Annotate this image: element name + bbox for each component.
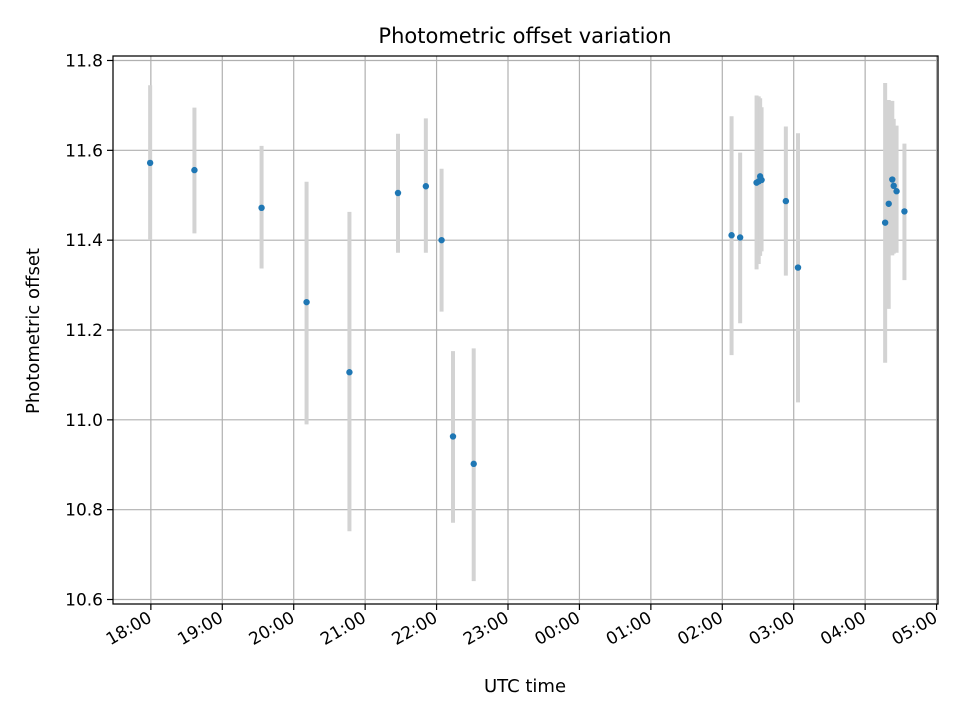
data-point <box>470 460 477 468</box>
data-point <box>394 189 402 197</box>
y-tick-label: 11.6 <box>65 141 103 161</box>
data-point <box>893 188 900 195</box>
data-point <box>191 166 198 174</box>
y-tick-label: 11.4 <box>65 231 103 251</box>
data-point <box>449 433 457 440</box>
data-point <box>303 298 310 306</box>
data-point <box>889 176 896 183</box>
chart-title: Photometric offset variation <box>378 24 671 48</box>
y-tick-label: 10.8 <box>65 501 103 521</box>
data-point <box>885 200 892 207</box>
data-point <box>438 236 445 244</box>
data-point <box>736 234 744 241</box>
y-axis-label: Photometric offset <box>23 248 44 414</box>
y-tick-label: 11.2 <box>65 321 103 341</box>
y-tick-label: 10.6 <box>65 591 103 611</box>
data-point <box>758 176 765 184</box>
data-point <box>422 183 430 190</box>
data-point <box>146 159 154 167</box>
data-point <box>346 369 353 376</box>
data-point <box>782 197 790 205</box>
data-point <box>890 182 897 190</box>
grid-lines <box>113 56 938 604</box>
data-points <box>146 159 908 468</box>
x-axis-label: UTC time <box>484 676 566 697</box>
data-point <box>881 219 889 226</box>
y-tick-label: 11.0 <box>65 411 103 431</box>
y-tick-label: 11.8 <box>65 51 103 71</box>
data-point <box>258 204 265 212</box>
data-point <box>794 264 802 271</box>
data-point <box>728 232 735 239</box>
data-point <box>901 208 908 215</box>
